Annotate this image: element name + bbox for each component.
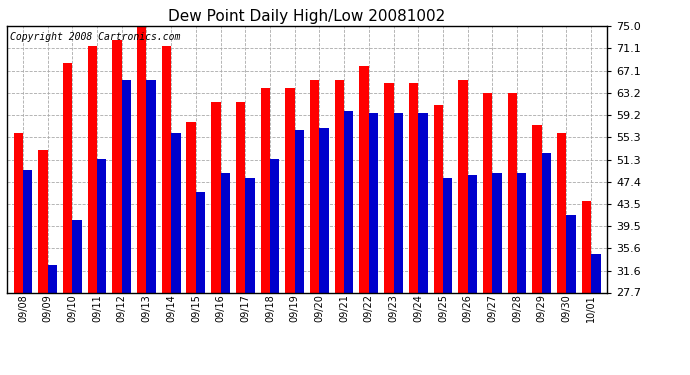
Bar — [591, 254, 600, 292]
Bar — [483, 93, 493, 292]
Bar — [23, 170, 32, 292]
Bar — [369, 114, 378, 292]
Bar — [508, 93, 517, 292]
Bar — [236, 102, 245, 292]
Bar — [557, 133, 566, 292]
Bar — [48, 266, 57, 292]
Bar — [211, 102, 221, 292]
Bar — [270, 159, 279, 292]
Bar — [63, 63, 72, 292]
Bar — [245, 178, 255, 292]
Bar — [517, 172, 526, 292]
Bar — [533, 125, 542, 292]
Bar — [295, 130, 304, 292]
Bar — [319, 128, 329, 292]
Bar — [38, 150, 48, 292]
Bar — [137, 21, 146, 292]
Bar — [493, 172, 502, 292]
Bar — [196, 192, 205, 292]
Bar — [468, 176, 477, 292]
Bar — [72, 220, 81, 292]
Bar — [14, 133, 23, 292]
Bar — [433, 105, 443, 292]
Bar — [458, 80, 468, 292]
Bar — [566, 215, 576, 292]
Text: Copyright 2008 Cartronics.com: Copyright 2008 Cartronics.com — [10, 32, 180, 42]
Bar — [443, 178, 453, 292]
Bar — [384, 82, 393, 292]
Bar — [335, 80, 344, 292]
Bar — [186, 122, 196, 292]
Bar — [88, 46, 97, 292]
Bar — [146, 80, 156, 292]
Bar — [112, 40, 121, 292]
Bar — [344, 111, 353, 292]
Bar — [97, 159, 106, 292]
Bar — [221, 172, 230, 292]
Bar — [171, 133, 181, 292]
Bar — [409, 82, 418, 292]
Bar — [161, 46, 171, 292]
Bar — [542, 153, 551, 292]
Bar — [121, 80, 131, 292]
Bar — [418, 114, 428, 292]
Title: Dew Point Daily High/Low 20081002: Dew Point Daily High/Low 20081002 — [168, 9, 446, 24]
Bar — [285, 88, 295, 292]
Bar — [359, 66, 369, 292]
Bar — [261, 88, 270, 292]
Bar — [582, 201, 591, 292]
Bar — [393, 114, 403, 292]
Bar — [310, 80, 319, 292]
